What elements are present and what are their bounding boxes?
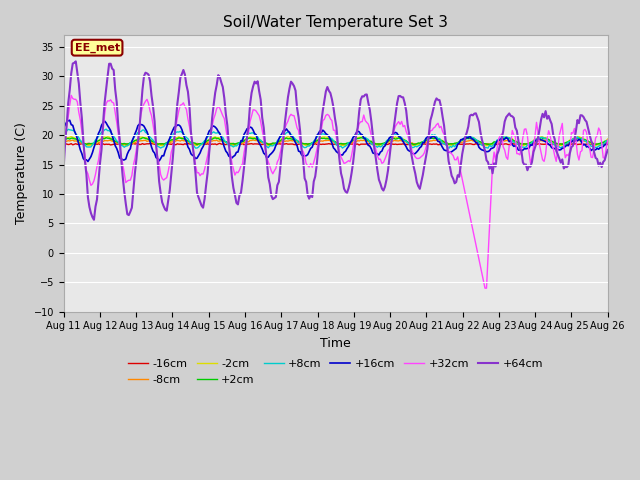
- X-axis label: Time: Time: [321, 337, 351, 350]
- +2cm: [251, 135, 259, 141]
- -2cm: [60, 136, 67, 142]
- +8cm: [445, 146, 452, 152]
- Y-axis label: Temperature (C): Temperature (C): [15, 122, 28, 225]
- -2cm: [223, 141, 231, 146]
- +16cm: [129, 135, 137, 141]
- +32cm: [67, 93, 75, 98]
- -16cm: [577, 141, 584, 147]
- -16cm: [604, 142, 612, 147]
- +64cm: [252, 81, 260, 86]
- -8cm: [60, 139, 67, 145]
- Text: EE_met: EE_met: [74, 43, 120, 53]
- -16cm: [60, 142, 67, 147]
- +64cm: [243, 134, 251, 140]
- +32cm: [300, 148, 307, 154]
- Line: -2cm: -2cm: [63, 136, 608, 146]
- +32cm: [577, 149, 584, 155]
- +8cm: [128, 139, 136, 144]
- -16cm: [127, 141, 134, 147]
- -16cm: [298, 142, 305, 147]
- +8cm: [60, 132, 67, 138]
- +32cm: [604, 137, 612, 143]
- +8cm: [577, 137, 584, 143]
- -16cm: [355, 142, 363, 148]
- +32cm: [251, 107, 259, 113]
- +16cm: [60, 125, 67, 131]
- +16cm: [301, 153, 308, 159]
- Line: -16cm: -16cm: [63, 143, 608, 145]
- -2cm: [577, 134, 584, 140]
- Line: +64cm: +64cm: [63, 61, 608, 220]
- +8cm: [102, 126, 110, 132]
- +64cm: [301, 176, 308, 181]
- -8cm: [222, 139, 230, 145]
- +8cm: [251, 132, 259, 137]
- -16cm: [249, 141, 257, 147]
- +16cm: [84, 158, 92, 164]
- Line: +32cm: +32cm: [63, 96, 608, 288]
- Line: -8cm: -8cm: [63, 140, 608, 145]
- +64cm: [60, 165, 67, 170]
- +2cm: [300, 141, 307, 146]
- -2cm: [128, 140, 136, 146]
- +2cm: [604, 138, 612, 144]
- +16cm: [225, 153, 233, 159]
- Line: +8cm: +8cm: [63, 129, 608, 149]
- -8cm: [127, 141, 134, 146]
- +64cm: [577, 112, 584, 118]
- +64cm: [129, 188, 137, 194]
- -16cm: [452, 140, 460, 146]
- +16cm: [66, 118, 74, 123]
- +64cm: [90, 217, 98, 223]
- -8cm: [604, 139, 612, 145]
- +32cm: [481, 285, 489, 291]
- +32cm: [60, 148, 67, 154]
- -16cm: [240, 142, 248, 147]
- -2cm: [375, 143, 383, 149]
- +2cm: [242, 137, 250, 143]
- -2cm: [604, 136, 612, 142]
- +2cm: [537, 134, 545, 140]
- +16cm: [252, 132, 260, 138]
- +8cm: [300, 144, 307, 150]
- -8cm: [300, 141, 307, 146]
- -2cm: [242, 136, 250, 142]
- Line: +16cm: +16cm: [63, 120, 608, 161]
- +8cm: [242, 133, 250, 139]
- -2cm: [67, 133, 75, 139]
- +16cm: [604, 139, 612, 145]
- +16cm: [243, 126, 251, 132]
- +8cm: [604, 138, 612, 144]
- +2cm: [127, 140, 134, 145]
- -8cm: [342, 142, 349, 148]
- Legend: -16cm, -8cm, -2cm, +2cm, +8cm, +16cm, +32cm, +64cm: -16cm, -8cm, -2cm, +2cm, +8cm, +16cm, +3…: [124, 355, 547, 389]
- -8cm: [577, 138, 584, 144]
- +64cm: [225, 141, 233, 147]
- +16cm: [577, 137, 584, 143]
- +32cm: [242, 141, 250, 147]
- -2cm: [300, 142, 307, 147]
- +64cm: [604, 147, 612, 153]
- +64cm: [72, 59, 79, 64]
- +2cm: [577, 136, 584, 142]
- -8cm: [240, 140, 248, 145]
- -8cm: [251, 137, 259, 143]
- -8cm: [249, 137, 257, 143]
- +32cm: [128, 173, 136, 179]
- Title: Soil/Water Temperature Set 3: Soil/Water Temperature Set 3: [223, 15, 448, 30]
- Line: +2cm: +2cm: [63, 137, 608, 144]
- +2cm: [60, 137, 67, 143]
- +32cm: [223, 135, 231, 141]
- -2cm: [251, 135, 259, 141]
- +2cm: [193, 142, 201, 147]
- -16cm: [222, 142, 230, 147]
- +2cm: [223, 139, 231, 145]
- +8cm: [223, 141, 231, 147]
